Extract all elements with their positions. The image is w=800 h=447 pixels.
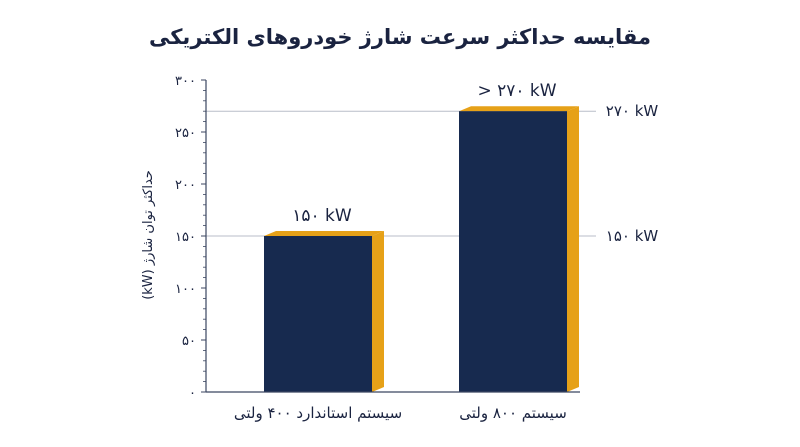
data-label: ۱۵۰ kW (292, 206, 352, 226)
reference-line-label: ۱۵۰ kW (606, 227, 659, 245)
y-tick-label: ۲۵۰ (175, 126, 196, 141)
labels: ۱۵۰ kW ۲۷۰ kW ۱۵۰ kW سیستم استاندارد ۴۰۰ ول… (175, 74, 658, 422)
bar-2 (459, 111, 567, 392)
y-tick-label: ۵۰ (182, 334, 196, 349)
bar-1 (264, 236, 372, 392)
data-label: > ۲۷۰ kW (477, 81, 556, 101)
y-tick-label: ۱۰۰ (175, 282, 196, 297)
y-tick-label: ۰ (189, 386, 196, 401)
bars (264, 106, 579, 392)
axes (201, 79, 580, 393)
x-tick-label: سیستم استاندارد ۴۰۰ ولتی (234, 404, 402, 422)
y-tick-label: ۳۰۰ (175, 74, 196, 89)
y-tick-label: ۲۰۰ (175, 178, 196, 193)
reference-line-label: ۲۷۰ kW (606, 102, 659, 120)
bar-side-2 (567, 106, 579, 392)
bar-top-2 (459, 106, 579, 112)
y-tick-label: ۱۵۰ (175, 230, 196, 245)
y-axis-label: حداکثر توان شارژ (kW) (141, 170, 156, 300)
chart-title: مقایسه حداکثر سرعت شارژ خودروهای الکتریک… (149, 25, 651, 49)
bar-top-1 (264, 231, 384, 236)
bar-side-1 (372, 231, 384, 392)
x-tick-label: سیستم ۸۰۰ ولتی (459, 404, 567, 422)
